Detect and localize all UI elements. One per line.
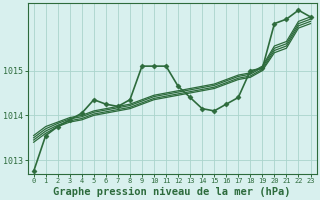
X-axis label: Graphe pression niveau de la mer (hPa): Graphe pression niveau de la mer (hPa) [53, 186, 291, 197]
